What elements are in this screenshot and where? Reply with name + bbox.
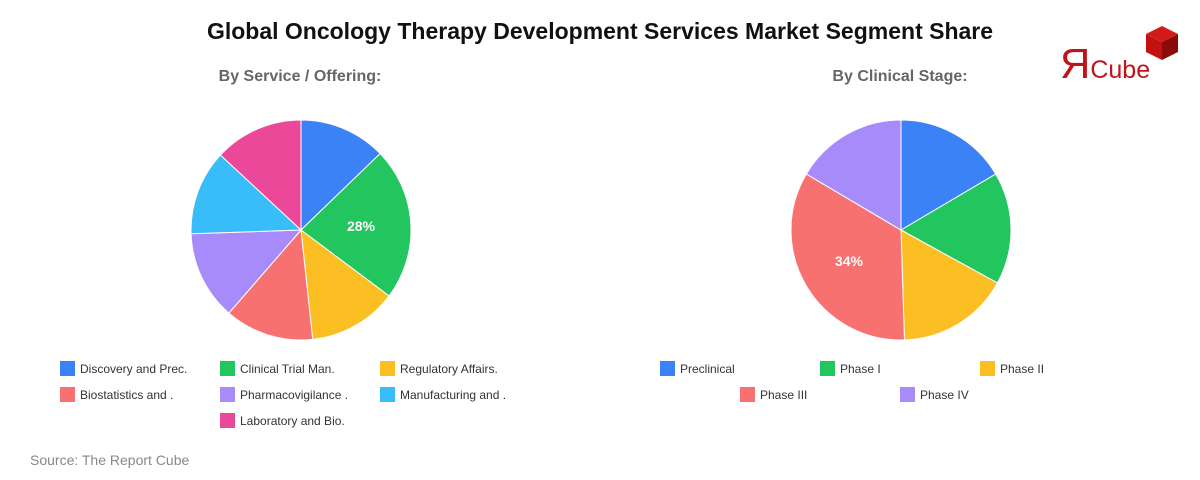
legend-item[interactable]: Phase II (980, 361, 1044, 376)
slice-percentage-label: 34% (835, 253, 864, 269)
legend-label: Discovery and Prec. (80, 361, 188, 376)
pie-slice[interactable] (900, 119, 997, 231)
pie-slice[interactable] (300, 119, 381, 232)
legend-item[interactable]: Clinical Trial Man. (220, 361, 335, 376)
logo-text: Cube (1090, 56, 1151, 84)
stage-pie: 34% (790, 119, 1012, 341)
slice-percentage-label: 28% (347, 218, 376, 234)
legend-label: Laboratory and Bio. (240, 413, 345, 428)
pie-slice[interactable] (219, 119, 302, 232)
legend-item[interactable]: Pharmacovigilance . (220, 387, 348, 402)
pie-slice[interactable] (190, 229, 303, 314)
legend-swatch (660, 361, 675, 376)
pie-slice[interactable] (300, 228, 390, 340)
logo-wordmark: ЯCube (1060, 43, 1151, 90)
legend-item[interactable]: Manufacturing and . (380, 387, 506, 402)
legend-swatch (220, 387, 235, 402)
legend-label: Phase III (760, 387, 808, 402)
legend-item[interactable]: Discovery and Prec. (60, 361, 187, 376)
legend-label: Manufacturing and . (400, 387, 507, 402)
legend-swatch (60, 361, 75, 376)
legend-item[interactable]: Phase IV (900, 387, 969, 402)
legend-swatch (380, 361, 395, 376)
legend-label: Phase IV (920, 387, 969, 402)
pie-slice[interactable] (805, 119, 902, 231)
legend-label: Phase I (840, 361, 881, 376)
service-pie: 28% (190, 119, 412, 341)
legend-item[interactable]: Preclinical (660, 361, 735, 376)
legend-label: Regulatory Affairs. (400, 361, 498, 376)
legend-swatch (900, 387, 915, 402)
report-cube-logo: ЯCube (1060, 24, 1184, 85)
source-note: Source: The Report Cube (30, 452, 190, 468)
pie-slice[interactable] (300, 152, 412, 297)
legend-label: Biostatistics and . (80, 387, 174, 402)
legend-swatch (380, 387, 395, 402)
pie-slice[interactable] (190, 154, 303, 235)
legend-item[interactable]: Regulatory Affairs. (380, 361, 498, 376)
legend-item[interactable]: Laboratory and Bio. (220, 413, 345, 428)
pie-slice[interactable] (900, 229, 999, 341)
legend-label: Phase II (1000, 361, 1045, 376)
legend-label: Preclinical (680, 361, 735, 376)
legend-swatch (60, 387, 75, 402)
legend-item[interactable]: Phase III (740, 387, 807, 402)
legend-swatch (220, 413, 235, 428)
legend-label: Pharmacovigilance . (240, 387, 349, 402)
legend-swatch (740, 387, 755, 402)
chart-title: Global Oncology Therapy Development Serv… (206, 18, 994, 44)
logo-letter: Я (1060, 40, 1091, 87)
legend-swatch (820, 361, 835, 376)
legend-swatch (220, 361, 235, 376)
pie-slice[interactable] (228, 228, 314, 341)
legend-item[interactable]: Phase I (820, 361, 881, 376)
legend-item[interactable]: Biostatistics and . (60, 387, 173, 402)
service-pie-title: By Service / Offering: (218, 68, 382, 85)
legend-swatch (980, 361, 995, 376)
pie-slice[interactable] (899, 173, 1012, 284)
stage-pie-title: By Clinical Stage: (832, 68, 968, 85)
cube-icon (1146, 26, 1178, 60)
legend-label: Clinical Trial Man. (240, 361, 335, 376)
